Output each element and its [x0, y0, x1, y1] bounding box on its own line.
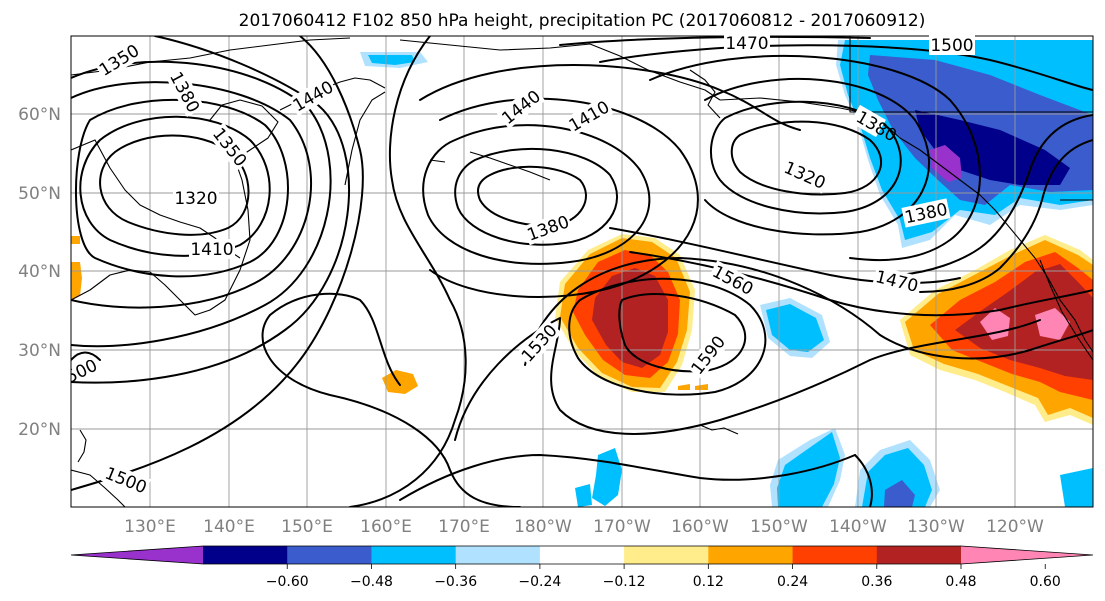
- colorbar-tick-label: −0.60: [266, 574, 309, 590]
- colorbar: −0.60 −0.48 −0.36 −0.24 −0.12 0.12 0.24 0.36 0.4…: [70, 545, 1094, 590]
- lon-label: 160°W: [671, 517, 729, 537]
- coastlines: [71, 36, 1093, 507]
- colorbar-tick-label: 0.24: [777, 574, 808, 590]
- lon-label: 120°W: [986, 517, 1044, 537]
- colorbar-tick-label: −0.12: [603, 574, 646, 590]
- longitude-labels: 130°E 140°E 150°E 160°E 170°E 180°W 170°…: [124, 517, 1044, 537]
- lon-label: 170°W: [593, 517, 651, 537]
- lat-label: 20°N: [18, 420, 61, 440]
- colorbar-swatch: [371, 546, 457, 564]
- colorbar-swatch: [287, 546, 372, 564]
- colorbar-tick-label: 0.60: [1030, 574, 1061, 590]
- contour-label: 1410: [190, 240, 233, 260]
- gridlines: [71, 36, 1093, 507]
- contour-label: 1470: [725, 34, 768, 54]
- lon-label: 160°E: [360, 517, 412, 537]
- lon-label: 130°W: [907, 517, 965, 537]
- lon-label: 170°E: [438, 517, 490, 537]
- colorbar-tick-label: 0.12: [693, 574, 724, 590]
- lon-label: 140°W: [829, 517, 887, 537]
- lat-label: 40°N: [18, 262, 61, 282]
- lat-label: 50°N: [18, 184, 61, 204]
- map-frame: [70, 35, 1094, 508]
- colorbar-swatch: [876, 546, 962, 564]
- lon-label: 140°E: [203, 517, 255, 537]
- contour-label: 1500: [930, 36, 973, 56]
- colorbar-extend-max: [961, 546, 1093, 564]
- lat-label: 60°N: [18, 105, 61, 125]
- contour-label: 1320: [174, 189, 217, 209]
- latitude-labels: 60°N 50°N 40°N 30°N 20°N: [18, 105, 61, 440]
- lon-label: 150°W: [750, 517, 808, 537]
- colorbar-tick-label: −0.48: [350, 574, 393, 590]
- colorbar-tick-label: 0.48: [945, 574, 976, 590]
- lon-label: 130°E: [124, 517, 176, 537]
- colorbar-swatch: [539, 546, 625, 564]
- map-area: [71, 36, 1093, 507]
- map-title: 2017060412 F102 850 hPa height, precipit…: [239, 11, 926, 31]
- positive-anomaly-shading: [71, 234, 1093, 425]
- colorbar-tick-label: −0.24: [518, 574, 561, 590]
- lon-label: 180°W: [514, 517, 572, 537]
- colorbar-swatch: [203, 546, 288, 564]
- lon-label: 150°E: [281, 517, 333, 537]
- height-contours: [71, 36, 1093, 507]
- colorbar-extend-min: [71, 546, 203, 564]
- colorbar-swatch: [455, 546, 541, 564]
- colorbar-tick-label: −0.36: [434, 574, 477, 590]
- colorbar-outline: [70, 545, 1094, 565]
- lat-label: 30°N: [18, 341, 61, 361]
- negative-anomaly-shading: [360, 40, 1093, 507]
- colorbar-swatch: [792, 546, 878, 564]
- colorbar-swatch: [624, 546, 709, 564]
- colorbar-swatch: [708, 546, 794, 564]
- colorbar-tick-label: 0.36: [861, 574, 892, 590]
